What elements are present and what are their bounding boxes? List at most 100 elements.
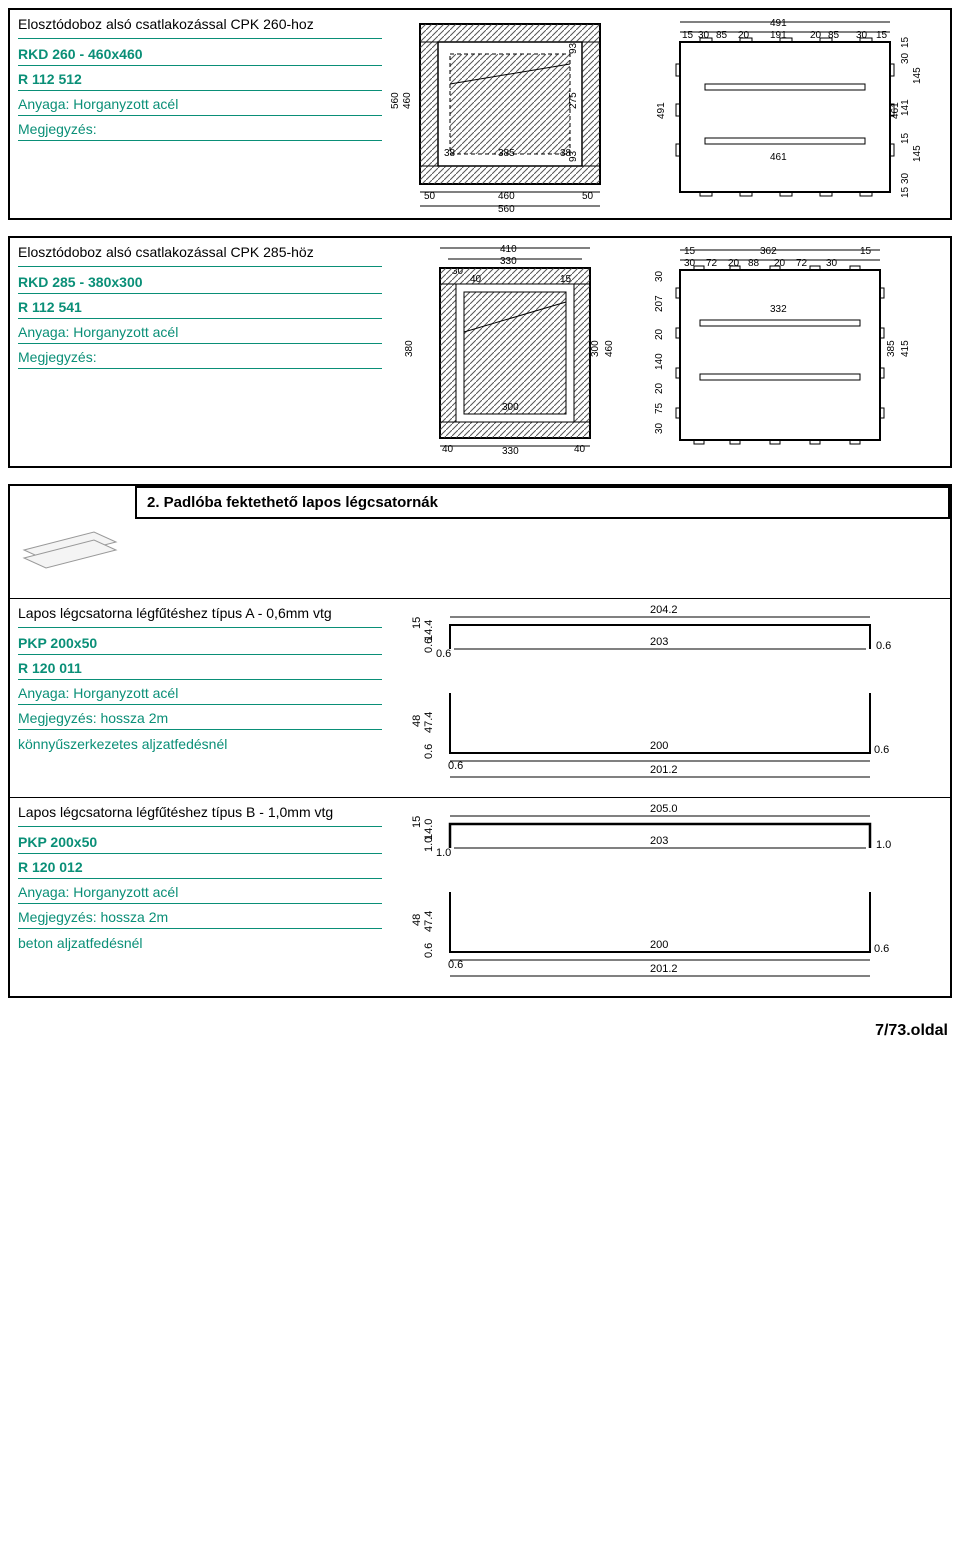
diagram-area-1: 560 460 93 275 93 38 385 38 50 460 50 56… — [390, 10, 950, 218]
product-code: R 120 011 — [18, 657, 382, 680]
svg-text:415: 415 — [900, 340, 911, 357]
svg-text:203: 203 — [650, 636, 668, 648]
product-model: PKP 200x50 — [18, 632, 382, 655]
svg-text:75: 75 — [654, 402, 665, 414]
product-code: R 112 541 — [18, 296, 382, 319]
thumb-svg — [16, 492, 126, 592]
svg-text:30: 30 — [654, 270, 665, 282]
svg-text:201.2: 201.2 — [650, 764, 678, 776]
product-info: Lapos légcsatorna légfűtéshez típus A - … — [10, 599, 390, 762]
svg-text:15: 15 — [900, 186, 911, 198]
product-info: Elosztódoboz alsó csatlakozással CPK 260… — [10, 10, 390, 153]
product-note: Megjegyzés: — [18, 346, 382, 369]
product-info: Lapos légcsatorna légfűtéshez típus B - … — [10, 798, 390, 961]
product-material: Anyaga: Horganyzott acél — [18, 321, 382, 344]
svg-text:0.6: 0.6 — [448, 959, 463, 971]
product-code: R 120 012 — [18, 856, 382, 879]
profile-svg-b: 205.0 203 1.0 15 14.0 1.0 1.0 48 — [390, 802, 930, 992]
svg-text:145: 145 — [912, 67, 923, 84]
svg-text:204.2: 204.2 — [650, 604, 678, 616]
svg-text:93: 93 — [568, 42, 579, 54]
svg-text:140: 140 — [654, 353, 665, 370]
product-model: RKD 260 - 460x460 — [18, 43, 382, 66]
svg-text:30: 30 — [900, 52, 911, 64]
svg-text:332: 332 — [770, 304, 787, 315]
product-model: RKD 285 - 380x300 — [18, 271, 382, 294]
diagram-area-2: 410 330 30 4015 380 300 460 — [390, 238, 950, 466]
svg-text:15: 15 — [560, 274, 572, 285]
svg-text:460: 460 — [402, 92, 413, 109]
svg-text:380: 380 — [404, 340, 415, 357]
svg-text:460: 460 — [498, 191, 515, 202]
product-model: PKP 200x50 — [18, 831, 382, 854]
svg-text:141: 141 — [900, 99, 911, 116]
svg-text:48: 48 — [411, 914, 423, 926]
svg-text:0.6: 0.6 — [874, 943, 889, 955]
product-title: Lapos légcsatorna légfűtéshez típus A - … — [18, 605, 382, 628]
section-thumb — [10, 486, 135, 598]
svg-text:205.0: 205.0 — [650, 803, 678, 815]
svg-text:1.0: 1.0 — [876, 839, 891, 851]
section-title: 2. Padlóba fektethető lapos légcsatornák — [135, 486, 950, 519]
svg-text:40: 40 — [470, 274, 482, 285]
product-extra: beton aljzatfedésnél — [18, 931, 382, 951]
svg-text:300: 300 — [590, 340, 601, 357]
svg-text:385: 385 — [886, 340, 897, 357]
product-title: Lapos légcsatorna légfűtéshez típus B - … — [18, 804, 382, 827]
svg-text:30: 30 — [654, 422, 665, 434]
product-material: Anyaga: Horganyzott acél — [18, 881, 382, 904]
svg-text:491: 491 — [770, 18, 787, 29]
svg-text:0.6: 0.6 — [876, 640, 891, 652]
product-material: Anyaga: Horganyzott acél — [18, 682, 382, 705]
profile-diagram-a: 204.2 203 0.6 15 14.4 0.6 0.6 — [390, 599, 950, 797]
svg-text:201.2: 201.2 — [650, 963, 678, 975]
product-block-2: Elosztódoboz alsó csatlakozással CPK 285… — [8, 236, 952, 468]
svg-text:1.0: 1.0 — [423, 837, 435, 852]
product-material: Anyaga: Horganyzott acél — [18, 93, 382, 116]
diagram-svg-1: 560 460 93 275 93 38 385 38 50 460 50 56… — [390, 14, 945, 214]
svg-text:207: 207 — [654, 295, 665, 312]
svg-text:385: 385 — [498, 148, 515, 159]
product-note: Megjegyzés: hossza 2m — [18, 707, 382, 730]
product-code: R 112 512 — [18, 68, 382, 91]
svg-text:47.4: 47.4 — [423, 911, 435, 932]
svg-text:330: 330 — [502, 446, 519, 457]
svg-text:38: 38 — [560, 148, 572, 159]
svg-text:1.0: 1.0 — [436, 847, 451, 859]
svg-text:15: 15 — [860, 246, 872, 257]
svg-text:362: 362 — [760, 246, 777, 257]
svg-text:15: 15 — [684, 246, 696, 257]
svg-text:0.6: 0.6 — [423, 638, 435, 653]
svg-text:0.6: 0.6 — [423, 943, 435, 958]
svg-text:203: 203 — [650, 835, 668, 847]
svg-text:30: 30 — [900, 172, 911, 184]
product-title: Elosztódoboz alsó csatlakozással CPK 260… — [18, 16, 382, 39]
product-info: Elosztódoboz alsó csatlakozással CPK 285… — [10, 238, 390, 381]
svg-text:200: 200 — [650, 740, 668, 752]
svg-text:461: 461 — [770, 152, 787, 163]
svg-text:0.6: 0.6 — [423, 744, 435, 759]
svg-text:15: 15 — [411, 816, 423, 828]
svg-text:48: 48 — [411, 715, 423, 727]
svg-text:560: 560 — [390, 92, 401, 109]
svg-text:15: 15 — [900, 36, 911, 48]
product-note: Megjegyzés: hossza 2m — [18, 906, 382, 929]
svg-text:20: 20 — [654, 328, 665, 340]
profile-diagram-b: 205.0 203 1.0 15 14.0 1.0 1.0 48 — [390, 798, 950, 996]
svg-text:15: 15 — [900, 132, 911, 144]
svg-text:330: 330 — [500, 256, 517, 267]
product-extra: könnyűszerkezetes aljzatfedésnél — [18, 732, 382, 752]
svg-text:300: 300 — [502, 402, 519, 413]
svg-text:0.6: 0.6 — [874, 744, 889, 756]
svg-text:38: 38 — [444, 148, 456, 159]
svg-text:200: 200 — [650, 939, 668, 951]
svg-text:15: 15 — [411, 617, 423, 629]
diagram-svg-2: 410 330 30 4015 380 300 460 — [390, 242, 945, 462]
svg-text:0.6: 0.6 — [448, 760, 463, 772]
svg-text:20: 20 — [654, 382, 665, 394]
page-footer: 7/73.oldal — [8, 1014, 952, 1040]
svg-text:50: 50 — [424, 191, 436, 202]
section-block: 2. Padlóba fektethető lapos légcsatornák… — [8, 484, 952, 998]
product-note: Megjegyzés: — [18, 118, 382, 141]
svg-text:491: 491 — [656, 102, 667, 119]
